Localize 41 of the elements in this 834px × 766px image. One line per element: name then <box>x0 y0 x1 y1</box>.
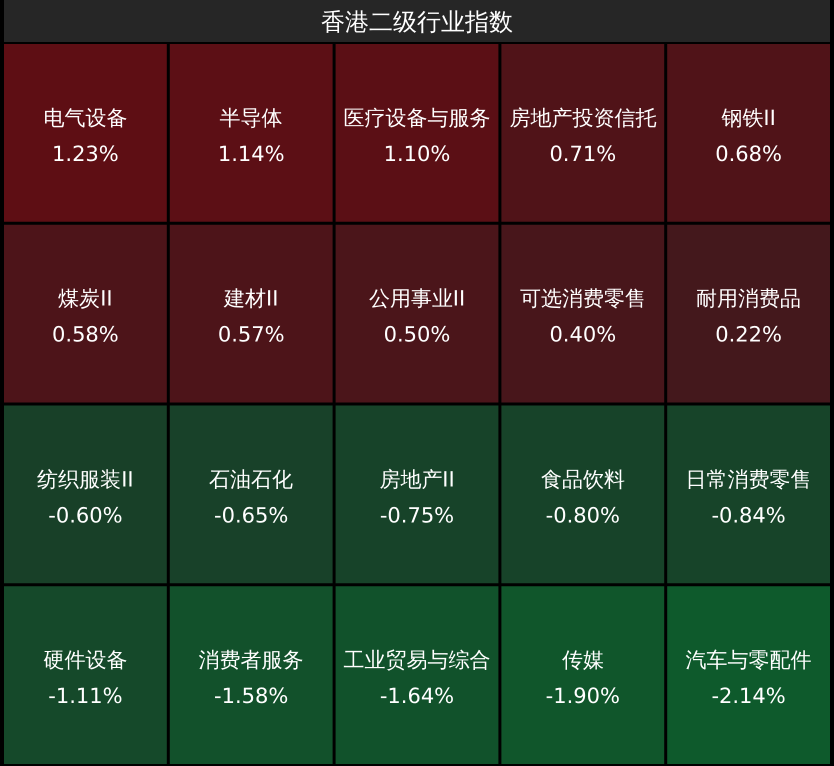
data-label: -2.14% <box>711 684 786 708</box>
category-label: 耐用消费品 <box>696 286 802 311</box>
category-label: 半导体 <box>220 106 283 130</box>
category-label: 石油石化 <box>209 467 294 492</box>
text: 香港二级行业指数 <box>321 8 513 36</box>
data-label: 0.71% <box>549 142 616 166</box>
category-label: 消费者服务 <box>198 648 304 672</box>
data-label: -0.84% <box>711 503 786 528</box>
data-label: 0.68% <box>715 142 782 166</box>
data-label: -1.11% <box>48 684 123 708</box>
data-label: -1.90% <box>546 684 620 708</box>
data-label: 0.22% <box>715 322 782 347</box>
data-label: -0.60% <box>48 503 123 528</box>
category-label: 电气设备 <box>43 106 128 130</box>
category-label: 传媒 <box>562 648 604 672</box>
data-label: -1.58% <box>214 684 288 708</box>
data-label: 0.57% <box>218 322 285 347</box>
data-label: 0.40% <box>549 322 616 347</box>
category-label: 钢铁II <box>720 106 776 130</box>
data-label: -0.65% <box>214 503 288 528</box>
category-label: 房地产投资信托 <box>509 106 656 130</box>
data-label: -1.64% <box>380 684 454 708</box>
category-label: 公用事业II <box>368 286 466 311</box>
category-label: 汽车与零配件 <box>686 648 812 672</box>
category-label: 食品饮料 <box>540 467 625 492</box>
category-label: 工业贸易与综合 <box>344 648 490 672</box>
category-label: 房地产II <box>379 467 455 492</box>
category-label: 可选消费零售 <box>520 286 646 311</box>
data-label: 0.58% <box>52 322 119 347</box>
data-label: -0.80% <box>546 503 620 528</box>
category-label: 日常消费零售 <box>686 467 812 492</box>
category-label: 医疗设备与服务 <box>344 106 490 130</box>
data-label: 0.50% <box>384 322 450 347</box>
category-label: 建材II <box>223 286 278 311</box>
category-label: 纺织服装II <box>37 467 134 492</box>
category-label: 煤炭II <box>58 286 113 311</box>
data-label: 1.10% <box>384 142 450 166</box>
data-label: 1.14% <box>218 142 285 166</box>
data-label: 1.23% <box>52 142 119 166</box>
category-label: 硬件设备 <box>43 648 128 672</box>
data-label: -0.75% <box>380 503 454 528</box>
